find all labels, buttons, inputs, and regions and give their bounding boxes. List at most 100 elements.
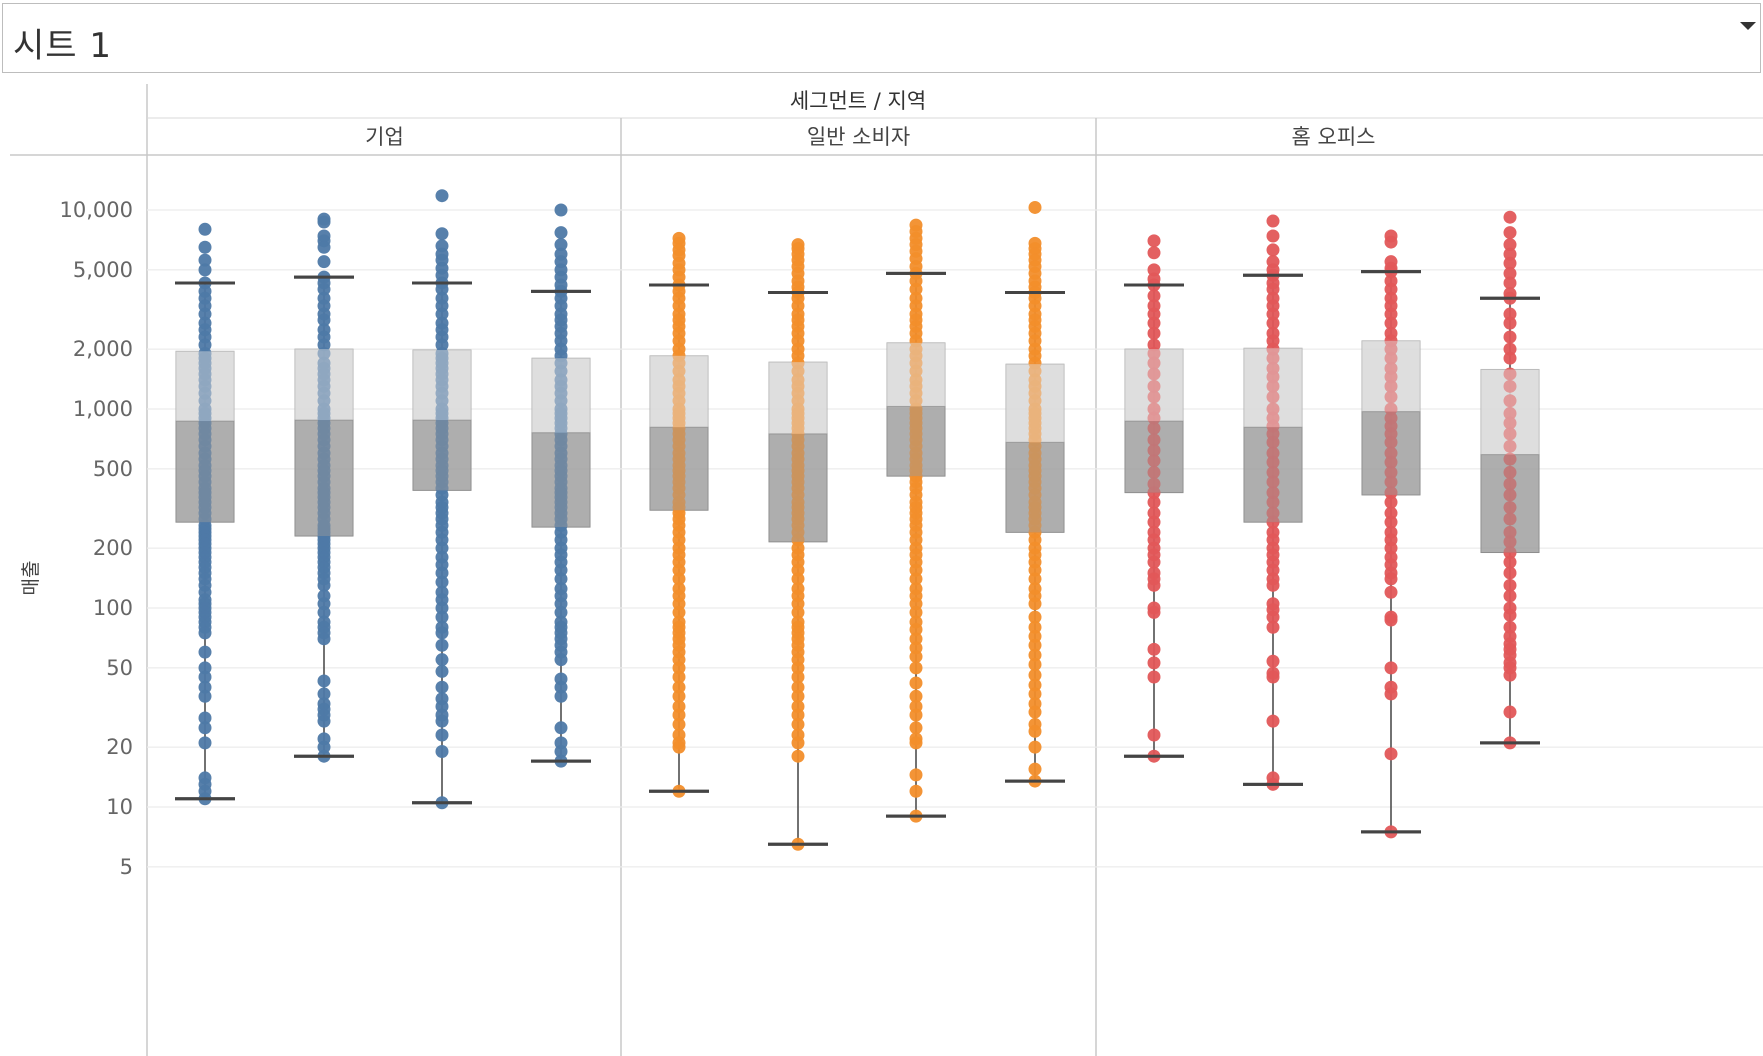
data-point[interactable] — [317, 255, 331, 269]
data-point[interactable] — [1503, 342, 1517, 356]
data-point[interactable] — [198, 670, 212, 684]
data-point[interactable] — [1384, 307, 1398, 321]
data-point[interactable] — [198, 626, 212, 640]
data-point[interactable] — [909, 572, 923, 586]
data-point[interactable] — [1384, 661, 1398, 675]
data-point[interactable] — [1266, 495, 1280, 509]
data-point[interactable] — [1503, 330, 1517, 344]
data-point[interactable] — [1503, 525, 1517, 539]
data-point[interactable] — [1266, 402, 1280, 416]
data-point[interactable] — [1147, 356, 1161, 370]
data-point[interactable] — [198, 645, 212, 659]
data-point[interactable] — [1266, 390, 1280, 404]
data-point[interactable] — [1147, 515, 1161, 529]
data-point[interactable] — [1028, 724, 1042, 738]
data-point[interactable] — [435, 307, 449, 321]
data-point[interactable] — [1147, 421, 1161, 435]
data-point[interactable] — [317, 605, 331, 619]
data-point[interactable] — [1384, 747, 1398, 761]
data-point[interactable] — [435, 626, 449, 640]
data-point[interactable] — [435, 714, 449, 728]
data-point[interactable] — [1503, 477, 1517, 491]
data-point[interactable] — [1503, 566, 1517, 580]
data-point[interactable] — [909, 661, 923, 675]
data-point[interactable] — [1384, 379, 1398, 393]
data-point[interactable] — [672, 661, 686, 675]
data-point[interactable] — [1266, 465, 1280, 479]
data-point[interactable] — [1503, 546, 1517, 560]
data-point[interactable] — [317, 714, 331, 728]
data-point[interactable] — [1147, 443, 1161, 457]
data-point[interactable] — [435, 575, 449, 589]
data-point[interactable] — [1147, 234, 1161, 248]
data-point[interactable] — [1503, 307, 1517, 321]
data-point[interactable] — [791, 670, 805, 684]
data-point[interactable] — [791, 749, 805, 763]
data-point[interactable] — [1266, 229, 1280, 243]
data-point[interactable] — [672, 689, 686, 703]
data-point[interactable] — [198, 711, 212, 725]
data-point[interactable] — [554, 689, 568, 703]
data-point[interactable] — [1266, 670, 1280, 684]
data-point[interactable] — [1147, 605, 1161, 619]
data-point[interactable] — [1384, 495, 1398, 509]
data-point[interactable] — [1266, 610, 1280, 624]
data-point[interactable] — [198, 253, 212, 267]
data-point[interactable] — [1147, 307, 1161, 321]
data-point[interactable] — [1266, 214, 1280, 228]
data-point[interactable] — [1266, 455, 1280, 469]
data-point[interactable] — [791, 605, 805, 619]
data-point[interactable] — [198, 689, 212, 703]
data-point[interactable] — [1147, 486, 1161, 500]
data-point[interactable] — [1028, 687, 1042, 701]
data-point[interactable] — [198, 307, 212, 321]
data-point[interactable] — [1384, 446, 1398, 460]
data-point[interactable] — [1147, 390, 1161, 404]
data-point[interactable] — [317, 313, 331, 327]
data-point[interactable] — [1147, 656, 1161, 670]
data-point[interactable] — [1503, 668, 1517, 682]
data-point[interactable] — [435, 189, 449, 203]
data-point[interactable] — [554, 680, 568, 694]
data-point[interactable] — [909, 676, 923, 690]
data-point[interactable] — [672, 605, 686, 619]
data-point[interactable] — [435, 601, 449, 615]
data-point[interactable] — [1503, 535, 1517, 549]
data-point[interactable] — [1384, 486, 1398, 500]
data-point[interactable] — [1147, 506, 1161, 520]
data-point[interactable] — [1147, 454, 1161, 468]
data-point[interactable] — [1147, 289, 1161, 303]
data-point[interactable] — [1384, 465, 1398, 479]
data-point[interactable] — [1266, 435, 1280, 449]
data-point[interactable] — [1503, 416, 1517, 430]
data-point[interactable] — [1028, 705, 1042, 719]
data-point[interactable] — [909, 721, 923, 735]
data-point[interactable] — [1384, 370, 1398, 384]
data-point[interactable] — [1503, 705, 1517, 719]
data-point[interactable] — [1384, 687, 1398, 701]
data-point[interactable] — [1266, 506, 1280, 520]
data-point[interactable] — [1266, 342, 1280, 356]
data-point[interactable] — [435, 680, 449, 694]
data-point[interactable] — [1147, 728, 1161, 742]
data-point[interactable] — [554, 238, 568, 252]
data-point[interactable] — [1503, 238, 1517, 252]
data-point[interactable] — [1503, 226, 1517, 240]
data-point[interactable] — [1503, 276, 1517, 290]
data-point[interactable] — [909, 708, 923, 722]
data-point[interactable] — [1028, 200, 1042, 214]
data-point[interactable] — [1503, 452, 1517, 466]
data-point[interactable] — [1503, 256, 1517, 270]
data-point[interactable] — [791, 689, 805, 703]
data-point[interactable] — [435, 610, 449, 624]
data-point[interactable] — [1503, 266, 1517, 280]
data-point[interactable] — [1147, 555, 1161, 569]
data-point[interactable] — [1266, 370, 1280, 384]
data-point[interactable] — [791, 717, 805, 731]
data-point[interactable] — [1384, 541, 1398, 555]
data-point[interactable] — [1266, 307, 1280, 321]
data-point[interactable] — [198, 736, 212, 750]
data-point[interactable] — [1147, 578, 1161, 592]
data-point[interactable] — [1028, 610, 1042, 624]
data-point[interactable] — [1384, 351, 1398, 365]
